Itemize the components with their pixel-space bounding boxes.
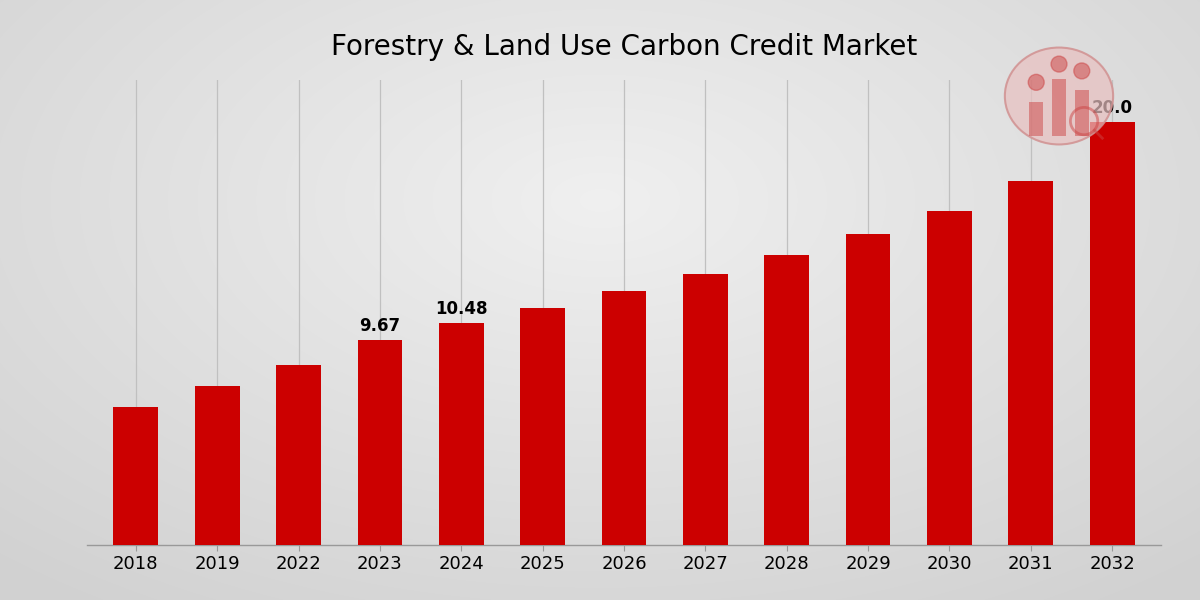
Bar (194, 386, 240, 545)
Circle shape (1051, 56, 1067, 72)
Text: 9.67: 9.67 (359, 317, 401, 335)
Bar (764, 255, 809, 545)
Bar (1030, 101, 1043, 136)
Bar (1052, 79, 1066, 136)
Text: 10.48: 10.48 (436, 300, 487, 318)
Bar (601, 291, 647, 545)
Bar (1090, 122, 1134, 545)
Bar (1008, 181, 1054, 545)
Bar (846, 234, 890, 545)
Bar (276, 365, 320, 545)
Circle shape (1028, 74, 1044, 91)
Title: Forestry & Land Use Carbon Credit Market: Forestry & Land Use Carbon Credit Market (331, 33, 917, 61)
Text: 20.0: 20.0 (1092, 99, 1133, 117)
Bar (928, 211, 972, 545)
Circle shape (1074, 63, 1090, 79)
Bar (683, 274, 727, 545)
Bar (358, 340, 402, 545)
Ellipse shape (1004, 47, 1114, 145)
Bar (521, 308, 565, 545)
Bar (1075, 90, 1088, 136)
Bar (114, 407, 158, 545)
Bar (439, 323, 484, 545)
